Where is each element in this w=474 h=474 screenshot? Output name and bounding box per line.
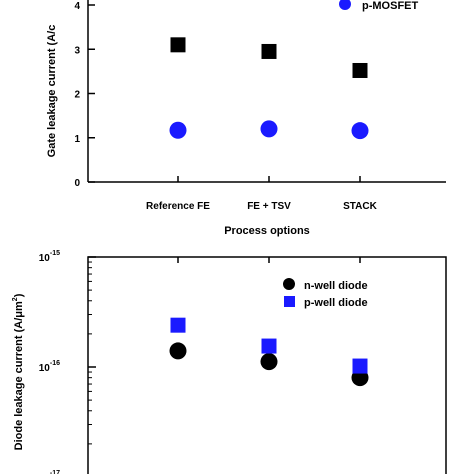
chart1-legend: p-MOSFET — [339, 0, 418, 12]
chart2-y-tick-base: 10 — [39, 363, 51, 374]
chart1-legend-marker-p-mosfet — [339, 0, 351, 10]
chart1-point-series-1-reference-fe — [170, 37, 186, 53]
chart2-point-n-well-diode-fe-tsv — [260, 353, 278, 371]
chart2-point-p-well-diode-fe-tsv — [261, 338, 277, 354]
chart1-y-tick-label: 1 — [74, 134, 80, 145]
chart2-legend-label-p-well: p-well diode — [304, 297, 368, 309]
chart2-plot-frame — [87, 256, 447, 474]
chart1-x-axis-label: Process options — [224, 225, 310, 237]
chart1-y-tick-label: 0 — [74, 178, 80, 189]
chart2-legend: n-well diode p-well diode — [283, 278, 368, 309]
chart2-y-axis-label: Diode leakage current (A/μm2) — [12, 293, 25, 450]
chart2-legend-label-n-well: n-well diode — [304, 280, 368, 292]
chart2-y-axis-label-main: Diode leakage current (A/μm — [13, 301, 25, 450]
gate-leakage-chart: 0 1 2 3 4 Reference FE FE + TSV STACK p-MOSFET… — [46, 0, 446, 237]
chart1-legend-label-p-mosfet: p-MOSFET — [362, 0, 418, 12]
chart1-y-tick-label: 3 — [74, 45, 80, 56]
chart1-y-tick-label: 2 — [74, 90, 80, 101]
chart1-x-tick-label: FE + TSV — [247, 201, 291, 212]
chart2-y-axis-label-sup: 2 — [12, 297, 19, 301]
chart2-y-tick-exp: -17 — [50, 470, 60, 474]
chart2-y-axis-label-end: ) — [13, 293, 25, 297]
chart2-point-p-well-diode-reference-fe — [170, 317, 186, 333]
chart1-point-p-mosfet-stack — [351, 122, 369, 140]
chart1-point-p-mosfet-fe-tsv — [260, 120, 278, 138]
chart2-y-tick-label: 10-16 — [39, 360, 60, 374]
chart2-y-tick-exp: -15 — [50, 250, 60, 257]
chart1-point-series-1-fe-tsv — [261, 43, 277, 59]
chart2-point-n-well-diode-reference-fe — [169, 342, 187, 360]
chart1-x-tick-label: STACK — [343, 201, 377, 212]
chart1-y-axis-label: Gate leakage current (A/c — [46, 25, 58, 158]
chart1-point-series-1-stack — [352, 62, 368, 78]
chart1-y-tick-label: 4 — [74, 1, 80, 12]
chart2-y-tick-label: 10-17 — [39, 470, 60, 474]
chart1-point-p-mosfet-reference-fe — [169, 121, 187, 139]
chart2-legend-marker-n-well — [283, 278, 295, 290]
chart2-point-p-well-diode-stack — [352, 358, 368, 374]
chart2-y-tick-base: 10 — [39, 253, 51, 264]
chart2-y-tick-label: 10-15 — [39, 250, 60, 264]
chart2-legend-marker-p-well — [284, 296, 295, 307]
chart2-y-tick-exp: -16 — [50, 360, 60, 367]
chart1-x-tick-label: Reference FE — [146, 201, 210, 212]
